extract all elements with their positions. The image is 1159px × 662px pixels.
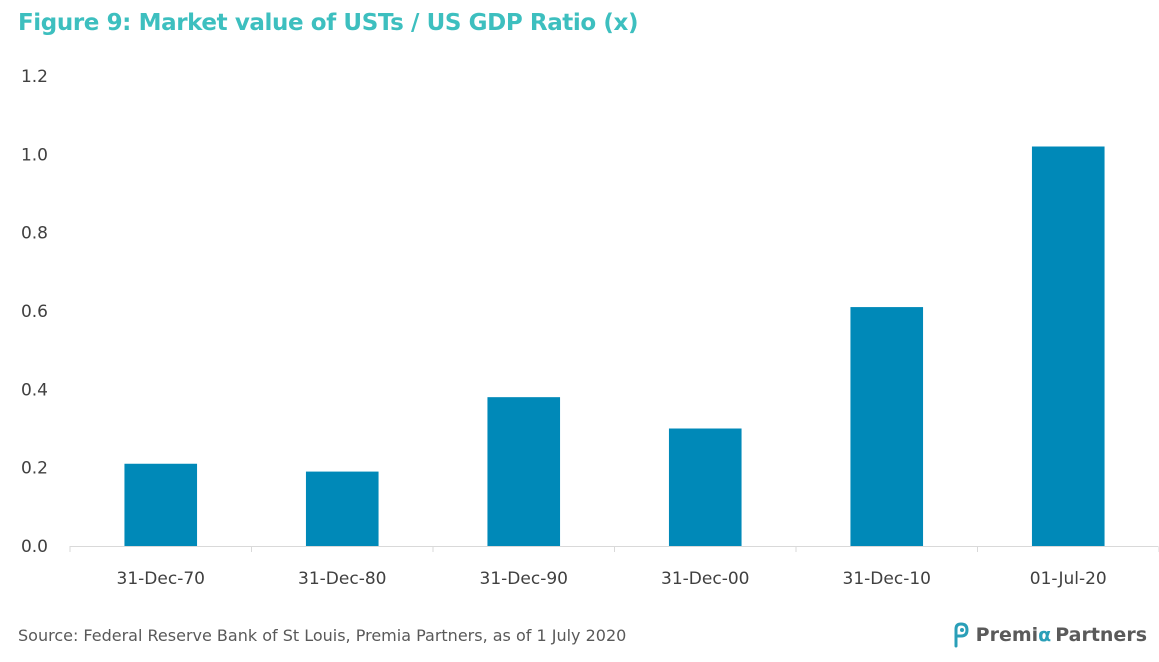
x-tick-label: 31-Dec-90 — [480, 569, 568, 589]
bar — [124, 463, 198, 546]
y-tick-label: 0.0 — [21, 537, 48, 557]
bar — [487, 397, 561, 546]
x-tick-label: 31-Dec-70 — [117, 569, 205, 589]
x-axis-ticks — [69, 546, 1159, 552]
y-tick-label: 0.6 — [21, 302, 48, 322]
bar — [1031, 146, 1105, 546]
y-axis-ticks: 0.0 0.2 0.4 0.6 0.8 1.0 1.2 — [21, 67, 48, 557]
bars-group — [124, 146, 1105, 546]
chart-title: Figure 9: Market value of USTs / US GDP … — [18, 10, 639, 36]
x-axis-labels: 31-Dec-70 31-Dec-80 31-Dec-90 31-Dec-00 31-D… — [117, 569, 1107, 589]
source-note: Source: Federal Reserve Bank of St Louis… — [18, 626, 627, 645]
logo-text-prefix: Premi — [975, 624, 1039, 646]
y-tick-label: 0.2 — [21, 459, 48, 479]
x-tick-label: 31-Dec-10 — [843, 569, 931, 589]
bar — [305, 471, 379, 546]
y-tick-label: 1.0 — [21, 145, 48, 165]
logo-text-suffix: Partners — [1055, 624, 1147, 646]
y-tick-label: 0.8 — [21, 224, 48, 244]
bar — [850, 307, 924, 546]
logo-text-alpha: α — [1038, 624, 1052, 646]
bar-chart: 0.0 0.2 0.4 0.6 0.8 1.0 1.2 31-Dec-70 31-Dec-80… — [21, 67, 1159, 589]
premia-logo-icon — [954, 622, 969, 648]
x-tick-label: 31-Dec-80 — [298, 569, 386, 589]
y-tick-label: 1.2 — [21, 67, 48, 87]
x-tick-label: 31-Dec-00 — [661, 569, 749, 589]
y-tick-label: 0.4 — [21, 380, 48, 400]
premia-partners-logo: Premi α Partners — [950, 622, 1147, 648]
x-tick-label: 01-Jul-20 — [1030, 569, 1107, 589]
bar — [668, 428, 742, 546]
